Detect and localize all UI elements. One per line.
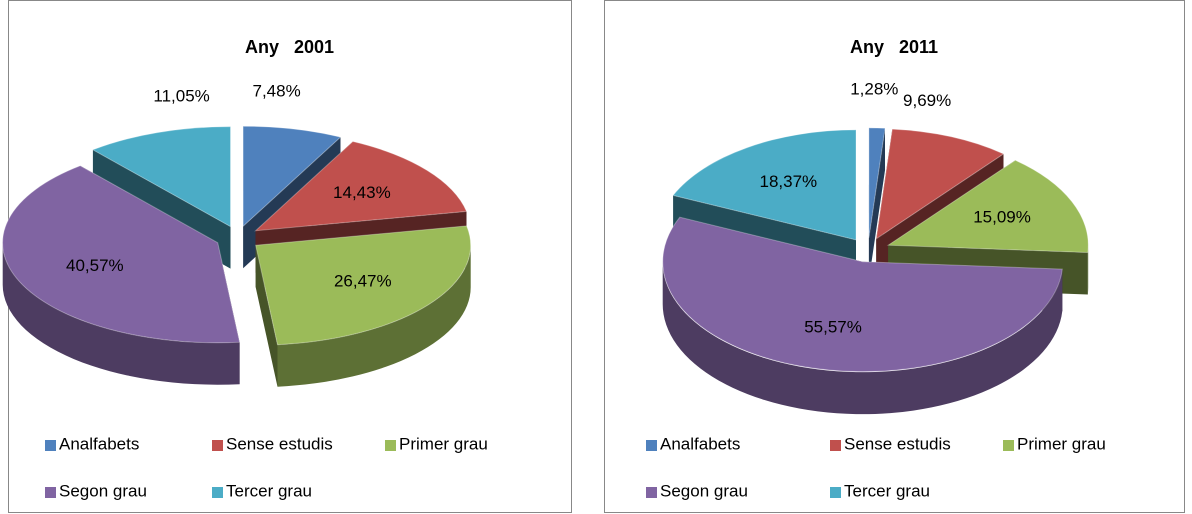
legend-label: Sense estudis (844, 434, 951, 453)
slice (255, 225, 472, 346)
legend-swatch (646, 440, 657, 451)
legend-label: Primer grau (399, 434, 488, 453)
data-label: 14,43% (333, 183, 391, 202)
legend-label: Primer grau (1017, 434, 1106, 453)
legend-swatch (45, 487, 56, 498)
slice-side (662, 261, 1063, 415)
slice (672, 129, 857, 241)
legend-label: Tercer grau (226, 481, 312, 500)
data-label: 7,48% (252, 82, 300, 101)
legend-swatch (1003, 440, 1014, 451)
slice (886, 159, 1089, 254)
legend-label: Analfabets (59, 434, 139, 453)
legend-swatch (385, 440, 396, 451)
legend-swatch (830, 487, 841, 498)
data-label: 26,47% (334, 272, 392, 291)
slice (2, 165, 241, 344)
data-label: 18,37% (760, 172, 818, 191)
legend-label: Sense estudis (226, 434, 333, 453)
slice-side (2, 242, 240, 385)
slice-side (277, 245, 471, 387)
data-label: 40,57% (66, 256, 124, 275)
legend-swatch (212, 487, 223, 498)
data-label: 9,69% (903, 91, 951, 110)
slice-wall (868, 128, 885, 280)
slice-wall (255, 245, 278, 387)
legend-label: Analfabets (660, 434, 740, 453)
slice (91, 126, 232, 228)
slice (868, 127, 886, 238)
legend-label: Segon grau (660, 481, 748, 500)
chart-title: Any 2001 (245, 37, 334, 57)
slice (254, 140, 468, 232)
legend-swatch (646, 487, 657, 498)
data-label: 11,05% (153, 86, 209, 105)
legend-label: Tercer grau (844, 481, 930, 500)
chart-title: Any 2011 (850, 37, 938, 57)
data-label: 15,09% (973, 208, 1031, 227)
legend-swatch (830, 440, 841, 451)
slice (875, 128, 1005, 240)
slice (662, 216, 1063, 373)
legend-swatch (212, 440, 223, 451)
data-label: 1,28% (850, 80, 898, 99)
slice (242, 125, 342, 228)
legend-swatch (45, 440, 56, 451)
legend-label: Segon grau (59, 481, 147, 500)
data-label: 55,57% (804, 317, 862, 336)
